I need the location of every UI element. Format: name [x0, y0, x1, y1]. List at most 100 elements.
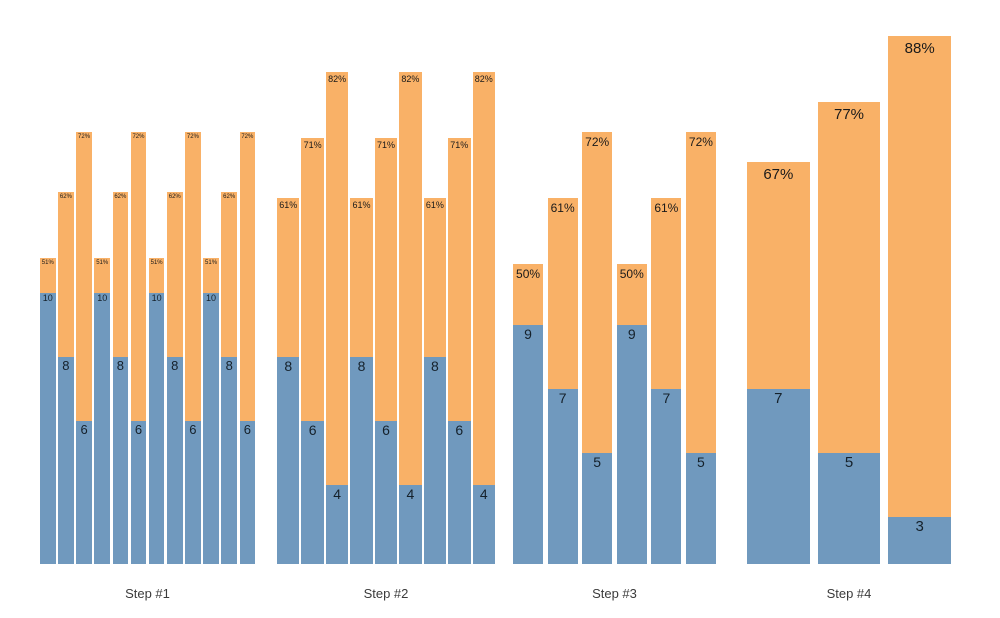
- funnel-bar-g3-5: 61% 7: [651, 198, 682, 564]
- conversion-percent-label: 72%: [585, 135, 610, 150]
- funnel-bar-g2-7: 61% 8: [423, 198, 447, 564]
- remainder-segment[interactable]: 62%: [112, 192, 129, 357]
- remainder-segment[interactable]: 71%: [301, 138, 324, 421]
- remainder-segment[interactable]: 51%: [203, 258, 219, 293]
- funnel-bar-g1-5: 62% 8: [112, 192, 129, 564]
- value-label: 8: [225, 357, 233, 373]
- remainder-segment[interactable]: 62%: [58, 192, 74, 357]
- remainder-segment[interactable]: 88%: [888, 36, 952, 517]
- funnel-bar-g1-4: 51% 10: [94, 258, 110, 564]
- value-segment[interactable]: 6: [239, 421, 256, 564]
- remainder-segment[interactable]: 51%: [94, 258, 110, 293]
- conversion-percent-label: 61%: [352, 200, 371, 211]
- value-segment[interactable]: 7: [547, 389, 578, 564]
- value-segment[interactable]: 7: [651, 389, 682, 564]
- funnel-bar-g1-12: 72% 6: [239, 132, 256, 564]
- value-segment[interactable]: 10: [203, 293, 219, 564]
- value-segment[interactable]: 10: [94, 293, 110, 564]
- remainder-segment[interactable]: 61%: [350, 198, 373, 357]
- conversion-percent-label: 51%: [41, 260, 54, 267]
- value-segment[interactable]: 3: [888, 517, 952, 564]
- remainder-segment[interactable]: 61%: [423, 198, 447, 357]
- remainder-segment[interactable]: 61%: [547, 198, 578, 389]
- funnel-bar-g2-8: 71% 6: [448, 138, 471, 564]
- value-segment[interactable]: 5: [582, 453, 613, 564]
- value-label: 6: [308, 421, 317, 438]
- bar-group-1: 51% 10 62% 8 72% 6 51% 10 62% 8 72% 6 51% 10 62% 8 72% 6 5…: [40, 0, 256, 564]
- value-segment[interactable]: 6: [185, 421, 201, 564]
- remainder-segment[interactable]: 62%: [166, 192, 183, 357]
- value-segment[interactable]: 10: [40, 293, 56, 564]
- value-segment[interactable]: 8: [350, 357, 373, 564]
- value-label: 6: [243, 421, 251, 437]
- remainder-segment[interactable]: 71%: [374, 138, 398, 421]
- conversion-percent-label: 67%: [763, 166, 794, 184]
- value-segment[interactable]: 6: [130, 421, 147, 564]
- remainder-segment[interactable]: 72%: [185, 132, 201, 421]
- value-segment[interactable]: 9: [513, 325, 544, 564]
- value-segment[interactable]: 4: [325, 485, 349, 564]
- value-segment[interactable]: 4: [472, 485, 495, 564]
- funnel-bar-g1-7: 51% 10: [148, 258, 165, 564]
- value-label: 8: [62, 357, 70, 373]
- value-segment[interactable]: 5: [685, 453, 716, 564]
- value-label: 3: [915, 517, 924, 535]
- conversion-percent-label: 72%: [78, 134, 91, 141]
- value-segment[interactable]: 6: [448, 421, 471, 564]
- value-segment[interactable]: 7: [747, 389, 810, 564]
- value-segment[interactable]: 4: [399, 485, 422, 564]
- value-label: 5: [697, 453, 705, 470]
- value-label: 10: [151, 293, 162, 304]
- value-segment[interactable]: 6: [374, 421, 398, 564]
- funnel-bar-g1-1: 51% 10: [40, 258, 56, 564]
- value-label: 5: [844, 453, 854, 471]
- x-axis-group-label: Step #1: [125, 586, 170, 601]
- value-segment[interactable]: 8: [112, 357, 129, 564]
- remainder-segment[interactable]: 72%: [239, 132, 256, 421]
- funnel-bar-g2-9: 82% 4: [472, 72, 495, 564]
- remainder-segment[interactable]: 77%: [817, 102, 881, 453]
- remainder-segment[interactable]: 51%: [148, 258, 165, 293]
- remainder-segment[interactable]: 50%: [616, 264, 647, 325]
- funnel-bar-g2-6: 82% 4: [399, 72, 422, 564]
- value-segment[interactable]: 10: [148, 293, 165, 564]
- remainder-segment[interactable]: 72%: [685, 132, 716, 453]
- remainder-segment[interactable]: 82%: [325, 72, 349, 485]
- remainder-segment[interactable]: 67%: [747, 162, 810, 389]
- conversion-percent-label: 72%: [688, 135, 713, 150]
- value-segment[interactable]: 8: [166, 357, 183, 564]
- remainder-segment[interactable]: 51%: [40, 258, 56, 293]
- value-segment[interactable]: 6: [76, 421, 92, 564]
- remainder-segment[interactable]: 72%: [76, 132, 92, 421]
- value-label: 6: [189, 421, 197, 437]
- value-segment[interactable]: 9: [616, 325, 647, 564]
- value-label: 8: [357, 357, 366, 374]
- conversion-percent-label: 51%: [205, 260, 218, 267]
- remainder-segment[interactable]: 72%: [130, 132, 147, 421]
- value-segment[interactable]: 8: [221, 357, 237, 564]
- funnel-bar-g2-1: 61% 8: [277, 198, 300, 564]
- value-label: 4: [333, 485, 341, 502]
- value-label: 5: [593, 453, 602, 470]
- value-label: 7: [558, 389, 567, 406]
- value-segment[interactable]: 8: [277, 357, 300, 564]
- remainder-segment[interactable]: 82%: [399, 72, 422, 485]
- bar-group-4: 67% 7 77% 5 88% 3: [747, 0, 952, 564]
- value-segment[interactable]: 8: [58, 357, 74, 564]
- value-segment[interactable]: 6: [301, 421, 324, 564]
- value-label: 8: [284, 357, 293, 374]
- conversion-percent-label: 71%: [303, 140, 322, 151]
- funnel-bar-g2-2: 71% 6: [301, 138, 324, 564]
- value-segment[interactable]: 5: [817, 453, 881, 564]
- remainder-segment[interactable]: 62%: [221, 192, 237, 357]
- remainder-segment[interactable]: 82%: [472, 72, 495, 485]
- remainder-segment[interactable]: 61%: [277, 198, 300, 357]
- funnel-bar-g4-3: 88% 3: [888, 36, 952, 564]
- value-label: 9: [627, 325, 636, 342]
- value-segment[interactable]: 8: [423, 357, 447, 564]
- remainder-segment[interactable]: 71%: [448, 138, 471, 421]
- remainder-segment[interactable]: 61%: [651, 198, 682, 389]
- remainder-segment[interactable]: 50%: [513, 264, 544, 325]
- funnel-bar-g3-2: 61% 7: [547, 198, 578, 564]
- remainder-segment[interactable]: 72%: [582, 132, 613, 453]
